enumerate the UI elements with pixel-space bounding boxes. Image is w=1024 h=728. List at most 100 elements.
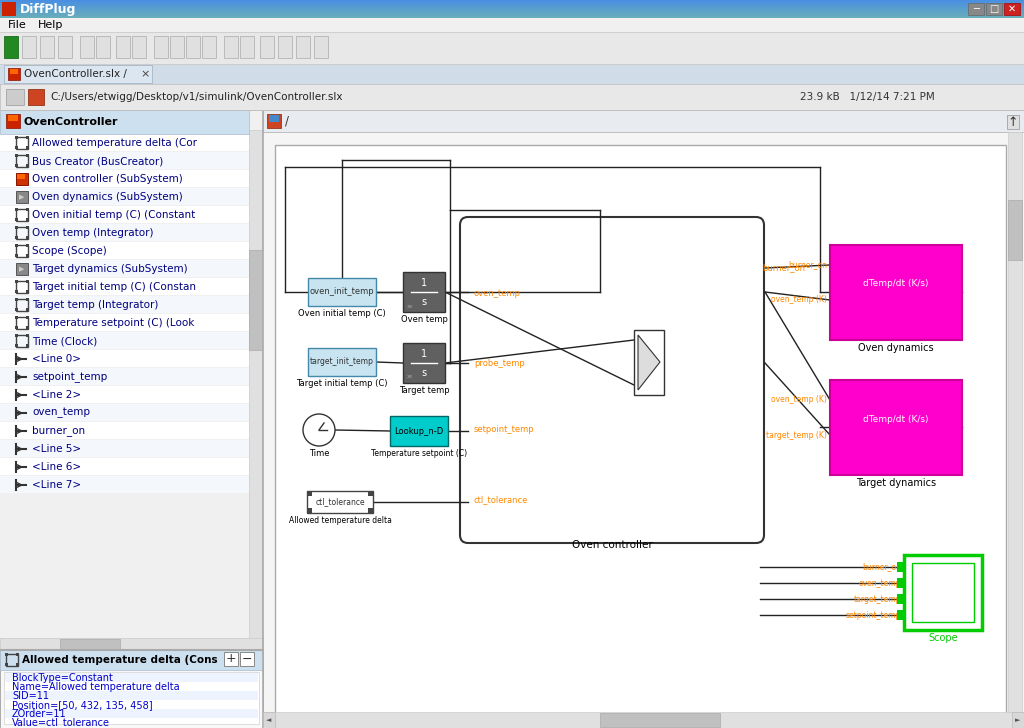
Bar [26, 208, 29, 211]
Bar [240, 36, 254, 58]
Bar [278, 36, 292, 58]
Text: target_temp: target_temp [853, 595, 901, 604]
Bar [403, 343, 445, 383]
Bar [15, 326, 18, 329]
Bar [308, 348, 376, 376]
Bar [263, 712, 1024, 728]
Bar [0, 278, 249, 295]
Bar [634, 330, 664, 395]
Text: Oven controller (SubSystem): Oven controller (SubSystem) [32, 174, 182, 184]
Text: <Line 0>: <Line 0> [32, 354, 81, 364]
Bar [26, 326, 29, 329]
Text: ◄: ◄ [266, 717, 271, 723]
Bar [0, 224, 249, 241]
Bar [830, 380, 962, 475]
Bar [263, 712, 275, 728]
Bar [403, 272, 445, 312]
Bar [0, 476, 249, 493]
Bar [0, 134, 249, 151]
Text: Time (Clock): Time (Clock) [32, 336, 97, 346]
Bar [0, 650, 263, 728]
Bar [15, 254, 18, 257]
Bar [307, 508, 312, 513]
Bar [0, 13, 1024, 14]
Bar [40, 36, 54, 58]
Text: Position=[50, 432, 135, 458]: Position=[50, 432, 135, 458] [12, 700, 153, 710]
Bar [224, 36, 238, 58]
Bar [897, 594, 904, 604]
Text: Target initial temp (C) (Constan: Target initial temp (C) (Constan [32, 282, 196, 292]
Bar [240, 652, 254, 666]
Text: Oven temp: Oven temp [400, 315, 447, 324]
Bar [154, 36, 168, 58]
Text: DiffPlug: DiffPlug [20, 4, 77, 17]
Text: Oven initial temp (C) (Constant: Oven initial temp (C) (Constant [32, 210, 196, 220]
Text: setpoint_temp: setpoint_temp [32, 371, 108, 382]
Bar [0, 5, 1024, 6]
Bar [0, 404, 249, 421]
FancyBboxPatch shape [460, 217, 764, 543]
Bar [830, 245, 962, 340]
Text: SID=11: SID=11 [12, 691, 49, 701]
Text: target_temp (K): target_temp (K) [766, 430, 827, 440]
Bar [17, 174, 25, 179]
Text: OvenController.slx /: OvenController.slx / [24, 69, 127, 79]
Bar [26, 344, 29, 347]
Bar [0, 296, 249, 313]
Bar [6, 114, 20, 128]
Bar [897, 578, 904, 588]
Bar [0, 152, 249, 169]
Bar [1004, 3, 1020, 15]
Bar [16, 335, 28, 347]
Bar [15, 208, 18, 211]
Bar [0, 368, 249, 385]
Bar [0, 242, 249, 259]
Bar [0, 110, 263, 728]
Bar [15, 154, 18, 157]
Text: Scope (Scope): Scope (Scope) [32, 246, 106, 256]
Text: ctl_tolerance: ctl_tolerance [315, 497, 365, 507]
Bar [16, 137, 28, 149]
Text: ctl_tolerance: ctl_tolerance [474, 496, 528, 505]
Bar [16, 209, 28, 221]
Bar [16, 155, 28, 167]
Bar [390, 416, 449, 446]
Bar [15, 146, 18, 149]
Bar [0, 9, 1024, 10]
Bar [16, 173, 28, 185]
Bar [0, 16, 1024, 17]
Text: probe_temp: probe_temp [474, 358, 524, 368]
Bar [26, 236, 29, 239]
Bar [0, 188, 249, 205]
Bar [96, 36, 110, 58]
Bar [15, 344, 18, 347]
Text: oven_temp: oven_temp [32, 408, 90, 418]
Bar [224, 652, 238, 666]
Text: setpoint_temp: setpoint_temp [846, 611, 901, 620]
Text: oven_temp: oven_temp [474, 290, 521, 298]
Bar [0, 422, 249, 439]
Bar [26, 298, 29, 301]
Text: oven_temp: oven_temp [858, 579, 901, 587]
Bar [0, 3, 1024, 4]
Bar [0, 12, 1024, 13]
Bar [5, 709, 258, 718]
Text: x₀: x₀ [407, 374, 414, 379]
Bar [0, 11, 1024, 12]
Bar [0, 8, 1024, 9]
Bar [314, 36, 328, 58]
Bar [0, 18, 1024, 32]
Bar [1012, 712, 1024, 728]
Bar [0, 64, 1024, 84]
Bar [904, 555, 982, 630]
Bar [897, 610, 904, 620]
Text: 1: 1 [421, 278, 427, 288]
Bar [116, 36, 130, 58]
Bar [0, 206, 249, 223]
Text: oven_temp (K): oven_temp (K) [771, 395, 827, 405]
Bar [16, 653, 19, 656]
Text: Allowed temperature delta (Cor: Allowed temperature delta (Cor [32, 138, 197, 148]
Text: burner_on: burner_on [788, 261, 827, 269]
Text: Oven initial temp (C): Oven initial temp (C) [298, 309, 386, 318]
Bar [58, 36, 72, 58]
